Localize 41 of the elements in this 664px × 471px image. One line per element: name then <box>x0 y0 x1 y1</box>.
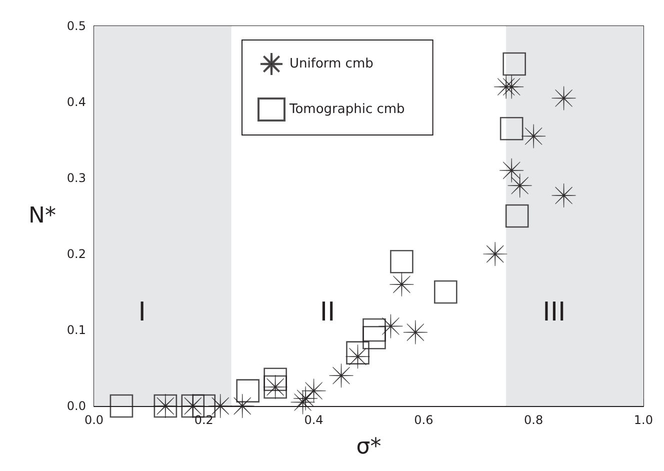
point <box>499 74 524 100</box>
band-label: II <box>320 298 336 328</box>
point <box>499 158 524 183</box>
y-tick-label: 0.0 <box>66 399 86 413</box>
y-tick-label: 0.1 <box>66 323 86 337</box>
y-tick-label: 0.3 <box>66 171 86 185</box>
y-axis-title: N* <box>28 204 56 228</box>
point <box>502 52 526 76</box>
legend-label: Tomographic cmb <box>288 102 405 117</box>
point <box>434 280 458 304</box>
point <box>508 173 532 198</box>
y-tick-label: 0.4 <box>66 95 86 109</box>
y-tick-label: 0.2 <box>66 247 86 261</box>
x-tick-label: 0.4 <box>304 413 324 427</box>
point <box>505 204 529 228</box>
point <box>551 183 576 208</box>
point <box>328 363 354 388</box>
point <box>482 242 508 266</box>
x-tick-label: 0.0 <box>84 413 104 427</box>
point <box>403 320 428 345</box>
point <box>301 378 326 404</box>
point <box>500 116 524 140</box>
x-tick-label: 0.8 <box>524 413 544 427</box>
band-label: III <box>542 298 566 328</box>
x-tick-label: 0.2 <box>194 413 214 427</box>
point <box>390 250 414 274</box>
point <box>521 124 546 148</box>
point <box>389 272 414 297</box>
y-tick-label: 0.5 <box>66 19 86 33</box>
x-tick-label: 0.6 <box>414 413 434 427</box>
point <box>346 341 370 364</box>
point <box>362 326 386 350</box>
point <box>110 394 134 418</box>
x-tick-label: 1.0 <box>634 413 654 427</box>
band-label: I <box>138 298 146 328</box>
legend-label: Uniform cmb <box>290 56 374 72</box>
point <box>551 86 576 110</box>
point <box>236 379 260 402</box>
point <box>362 318 386 342</box>
x-axis-title: σ* <box>356 434 382 460</box>
point <box>264 368 287 392</box>
